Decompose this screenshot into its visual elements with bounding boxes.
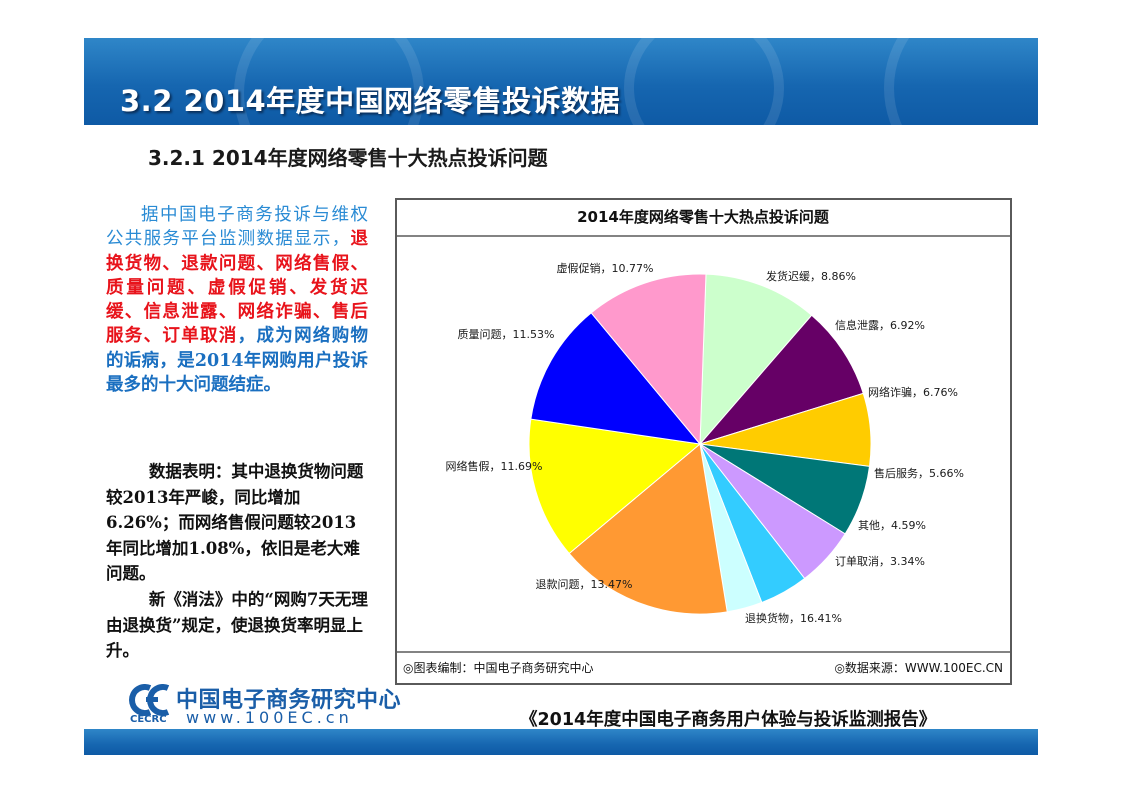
pie-slice-label: 虚假促销，10.77% [557, 261, 654, 275]
page-title: 3.2 2014年度中国网络零售投诉数据 [120, 84, 621, 118]
logo-url: www.100EC.cn [186, 708, 353, 727]
header-swirl-decoration [234, 38, 424, 125]
pie-slice [568, 443, 728, 615]
data-analysis-paragraph: 数据表明：其中退换货物问题较2013年严峻，同比增加6.26%；而网络售假问题较… [106, 462, 364, 583]
pie-labels: 虚假促销，10.77% 发货迟缓，8.86% 信息泄露，6.92% 网络诈骗，6.76… [446, 261, 964, 625]
pie-slice-label: 订单取消，3.34% [835, 554, 925, 568]
pie-slice [590, 273, 707, 446]
chart-title: 2014年度网络零售十大热点投诉问题 [577, 208, 830, 226]
section-subtitle: 3.2.1 2014年度网络零售十大热点投诉问题 [148, 146, 548, 170]
report-title: 《2014年度中国电子商务用户体验与投诉监测报告》 [520, 710, 937, 730]
chart-compiler-note: ◎图表编制：中国电子商务研究中心 [403, 660, 593, 675]
consumer-law-paragraph: 新《消法》中的“网购7天无理由退换货”规定，使退换货率明显上升。 [106, 590, 368, 660]
footer-band [84, 729, 1038, 755]
top-ten-issues-highlight: 退换货物、退款问题、网络售假、质量问题、虚假促销、发货迟缓、信息泄露、网络诈骗、… [106, 229, 368, 347]
pie-slice [530, 312, 702, 445]
intro-paragraph: 据中国电子商务投诉与维权公共服务平台监测数据显示，退换货物、退款问题、网络售假、… [106, 203, 368, 397]
pie-slice-label: 信息泄露，6.92% [835, 318, 925, 332]
pie-slice-label: 退换货物，16.41% [745, 611, 842, 625]
pie-slices [528, 273, 872, 615]
pie-slice-label: 质量问题，11.53% [458, 328, 555, 341]
intro-conclusion: ，成为网络购物的诟病，是2014年网购用户投诉最多的十大问题结症。 [106, 326, 369, 396]
pie-slice-label: 网络诈骗，6.76% [868, 385, 958, 399]
intro-text: 据中国电子商务投诉与维权公共服务平台监测数据显示， [106, 205, 368, 250]
pie-slice [528, 418, 702, 555]
cecrc-logo: 中国电子商务研究中心 www.100EC.cn CECRC [128, 684, 401, 730]
pie-slice-label: 售后服务，5.66% [874, 466, 964, 480]
pie-slice-label: 网络售假，11.69% [446, 459, 543, 473]
logo-abbreviation: CECRC [130, 714, 167, 725]
pie-slice [698, 314, 864, 445]
header-swirl-decoration [884, 38, 1038, 125]
pie-chart-panel: 2014年度网络零售十大热点投诉问题 虚假促销，10.77% 发货迟缓，8.86%… [395, 198, 1012, 685]
logo-org-name: 中国电子商务研究中心 [176, 688, 402, 713]
header-swirl-decoration [624, 38, 784, 125]
pie-slice-label: 退款问题，13.47% [536, 577, 633, 591]
header-band: 3.2 2014年度中国网络零售投诉数据 [84, 38, 1038, 125]
pie-slice-label: 发货迟缓，8.86% [766, 269, 856, 283]
pie-slice-label: 其他，4.59% [858, 519, 926, 532]
pie-chart: 2014年度网络零售十大热点投诉问题 虚假促销，10.77% 发货迟缓，8.86%… [397, 208, 1010, 675]
cecrc-logo-icon [129, 684, 170, 716]
pie-slice [699, 273, 813, 446]
chart-source-note: ◎数据来源：WWW.100EC.CN [834, 660, 1003, 675]
